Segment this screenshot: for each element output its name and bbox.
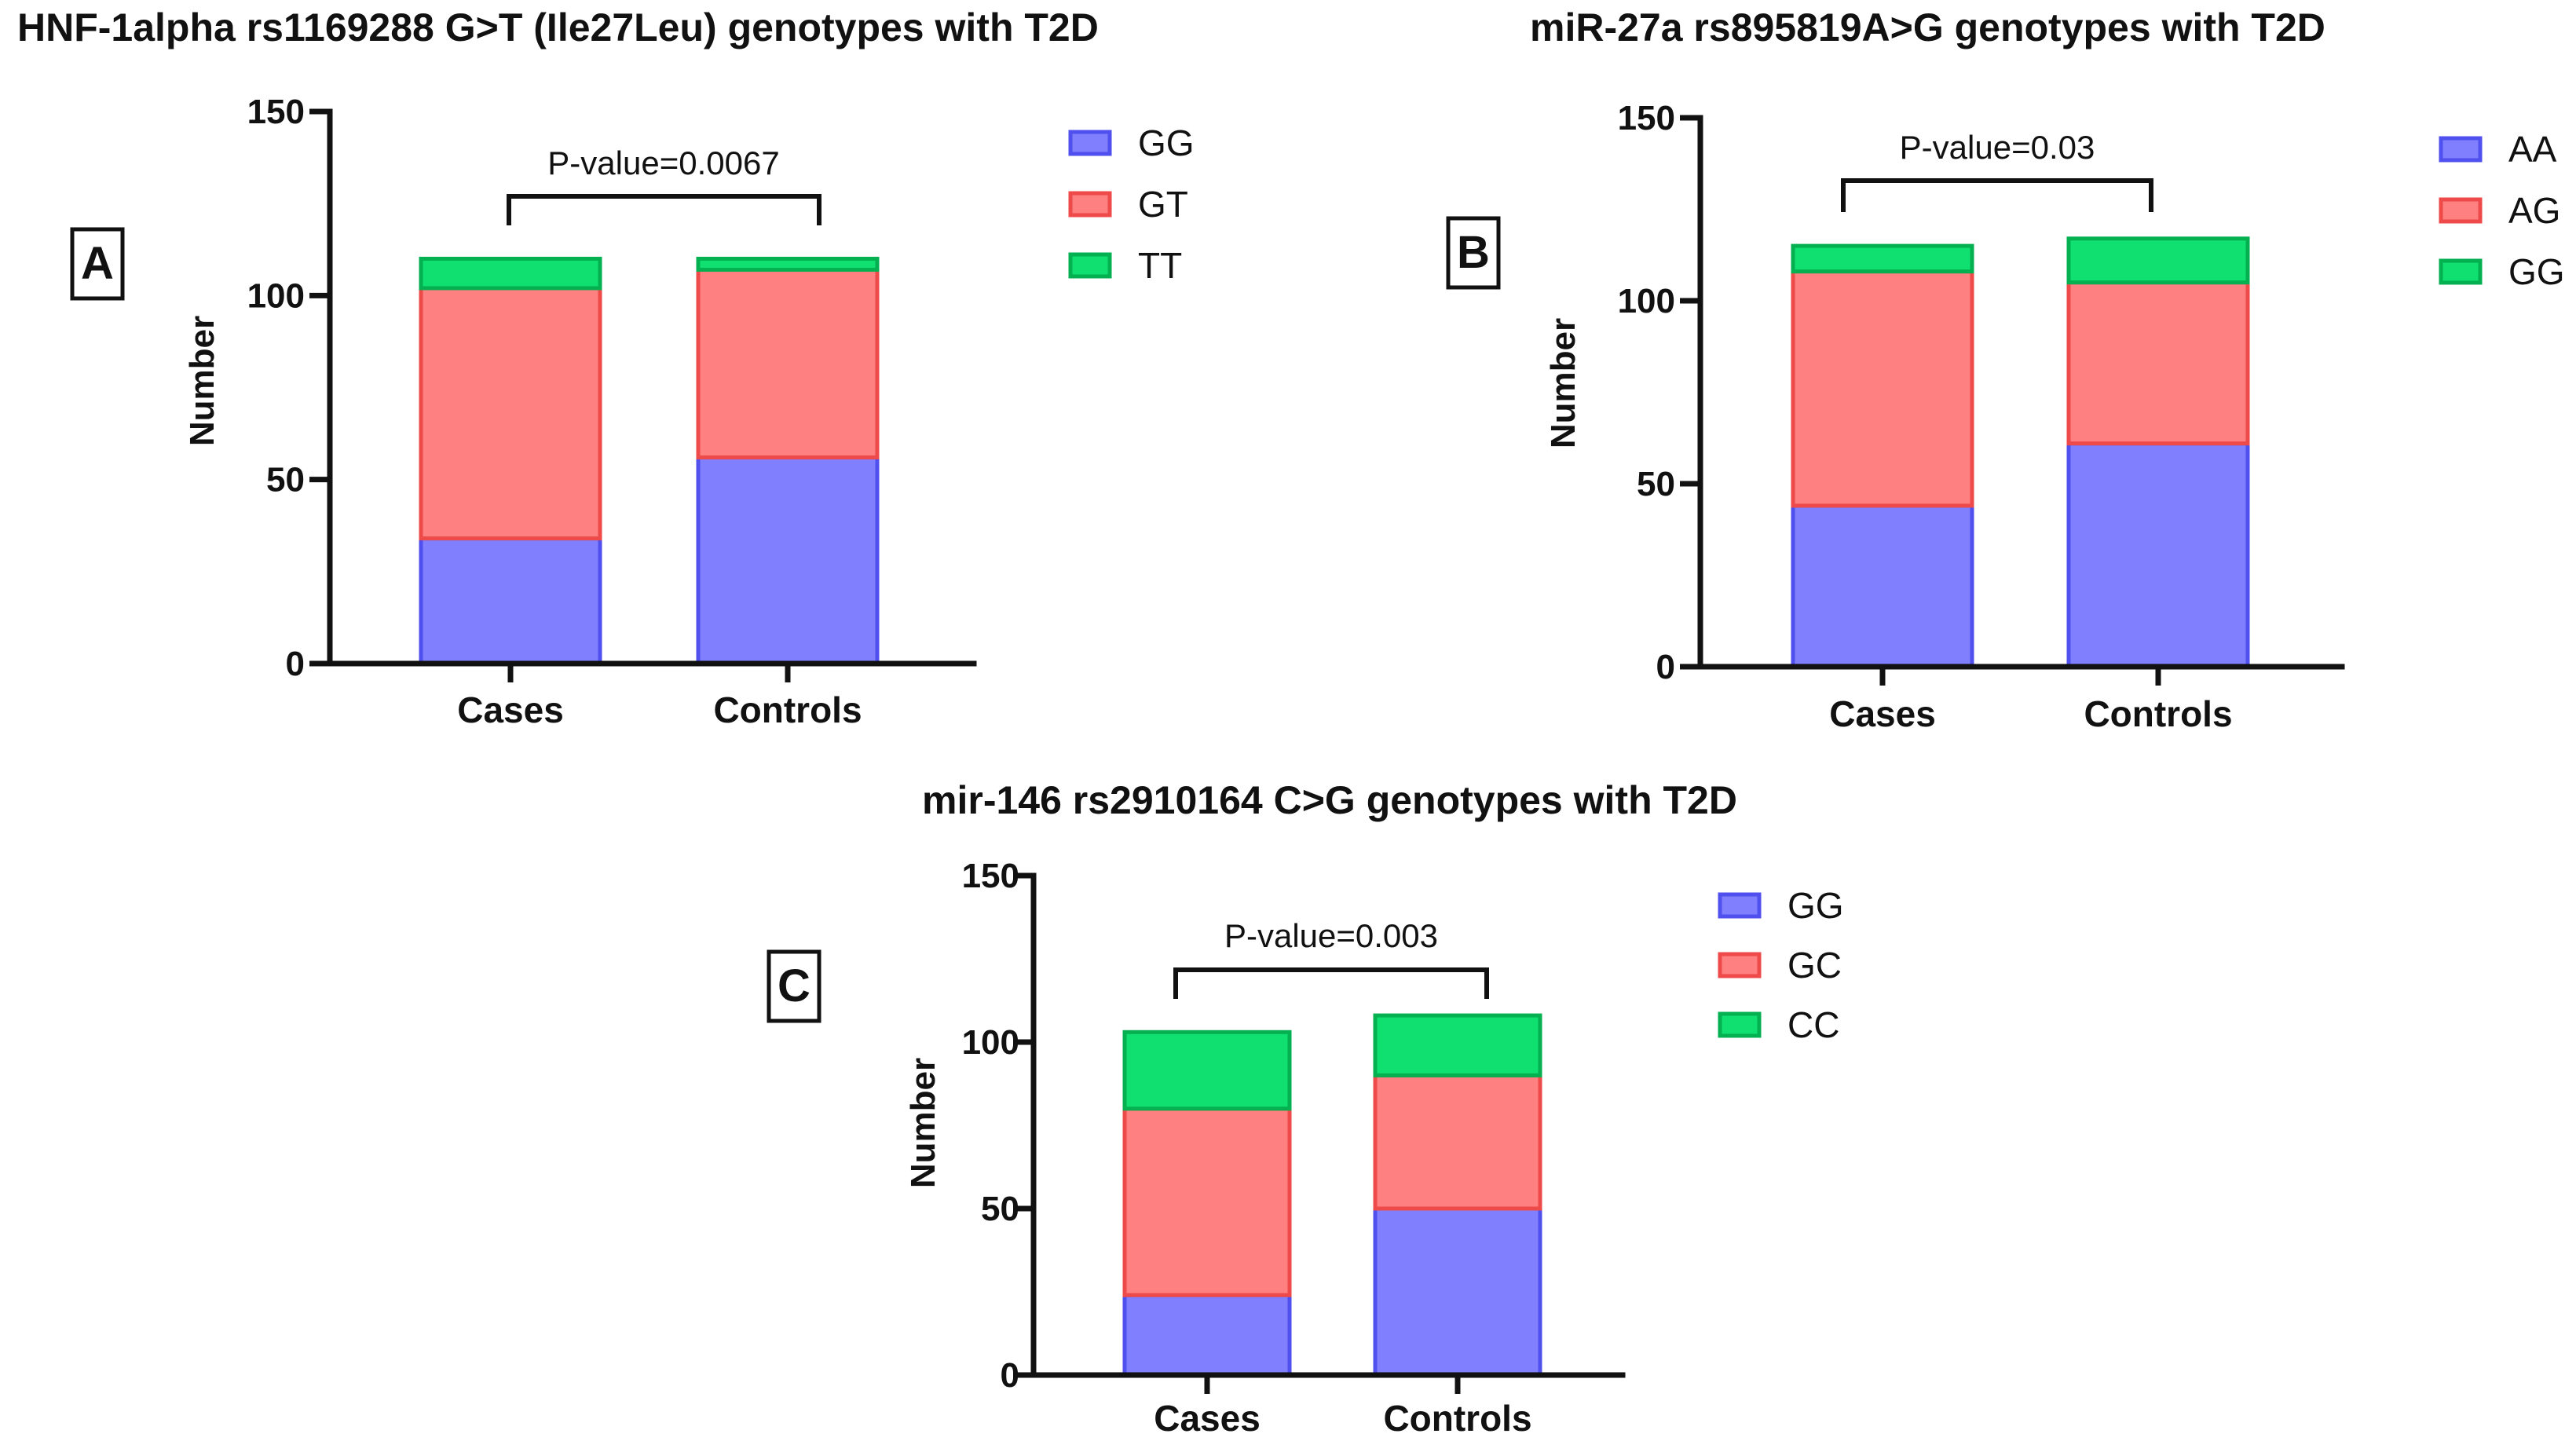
bar-controls-gg <box>1373 1206 1542 1377</box>
y-tick-label: 0 <box>286 645 305 683</box>
bar-controls-gg <box>696 455 880 666</box>
chart-title: HNF-1alpha rs1169288 G>T (Ile27Leu) geno… <box>17 5 1099 49</box>
x-tick-label: Cases <box>457 689 564 730</box>
bar-cases-gg <box>1791 243 1974 274</box>
bar-cases-tt <box>419 256 602 291</box>
y-tick-label: 100 <box>1618 282 1675 320</box>
chart-panel-b: miR-27a rs895819A>G genotypes with T2D B… <box>1446 5 2565 734</box>
panel-letter: C <box>778 960 810 1011</box>
panel-letter-box <box>1446 216 1501 290</box>
y-axis-label: Number <box>183 316 221 446</box>
bar-cases-gt <box>419 286 602 541</box>
legend-swatch-gg <box>1068 130 1112 156</box>
p-value-annotation: P-value=0.0067 <box>547 144 779 181</box>
legend-label: AG <box>2508 190 2560 231</box>
bar-cases-gg <box>419 536 602 666</box>
chart-panel-c: mir-146 rs2910164 C>G genotypes with T2D… <box>767 778 1844 1439</box>
x-tick-label: Controls <box>713 689 862 730</box>
legend-swatch-gg <box>2439 258 2483 285</box>
x-tick-label: Controls <box>1383 1398 1531 1439</box>
p-value-annotation: P-value=0.03 <box>1900 129 2095 166</box>
panel-letter: B <box>1457 227 1490 278</box>
legend-label: GG <box>2508 251 2565 292</box>
legend-label: CC <box>1787 1004 1839 1045</box>
bar-controls-gg <box>2066 236 2250 285</box>
legend-label: GC <box>1787 945 1842 986</box>
chart-panel-a: HNF-1alpha rs1169288 G>T (Ile27Leu) geno… <box>17 5 1195 730</box>
y-tick-label: 0 <box>1656 648 1675 686</box>
panel-letter-box <box>70 227 125 301</box>
bar-cases-ag <box>1791 269 1974 508</box>
legend-swatch-tt <box>1068 252 1112 279</box>
significance-bracket <box>1173 967 1489 999</box>
significance-bracket <box>1841 178 2153 212</box>
bar-controls-tt <box>696 256 880 272</box>
bar-cases-cc <box>1122 1030 1292 1111</box>
bar-controls-gc <box>1373 1073 1542 1211</box>
bar-controls-ag <box>2066 280 2250 446</box>
x-tick-label: Cases <box>1829 693 1936 734</box>
legend-swatch-gc <box>1718 952 1762 978</box>
legend-label: AA <box>2508 129 2557 170</box>
y-tick-label: 150 <box>1618 99 1675 137</box>
y-tick-label: 100 <box>962 1023 1019 1062</box>
bar-controls-aa <box>2066 441 2250 669</box>
x-tick-label: Cases <box>1154 1398 1261 1439</box>
bar-controls-cc <box>1373 1013 1542 1077</box>
legend-swatch-ag <box>2439 197 2483 224</box>
y-axis-label: Number <box>1544 318 1583 448</box>
bar-cases-gc <box>1122 1106 1292 1297</box>
y-tick-label: 150 <box>962 857 1019 895</box>
y-axis-label: Number <box>904 1058 942 1188</box>
chart-title: mir-146 rs2910164 C>G genotypes with T2D <box>922 778 1737 822</box>
bar-cases-aa <box>1791 503 1974 669</box>
y-tick-label: 100 <box>247 276 305 315</box>
chart-title: miR-27a rs895819A>G genotypes with T2D <box>1530 5 2325 49</box>
y-tick-label: 50 <box>266 461 305 499</box>
x-tick-label: Controls <box>2084 693 2232 734</box>
legend-swatch-gg <box>1718 892 1762 919</box>
panel-letter: A <box>81 238 114 289</box>
legend-swatch-aa <box>2439 136 2483 163</box>
p-value-annotation: P-value=0.003 <box>1224 917 1438 954</box>
legend-label: GG <box>1787 885 1844 926</box>
legend-label: GT <box>1138 184 1188 225</box>
legend-swatch-gt <box>1068 191 1112 218</box>
y-tick-label: 50 <box>981 1190 1019 1228</box>
panel-letter-box <box>767 949 821 1023</box>
bar-controls-gt <box>696 268 880 460</box>
y-tick-label: 0 <box>1001 1356 1019 1395</box>
legend-label: GG <box>1138 123 1195 163</box>
y-tick-label: 50 <box>1637 465 1675 503</box>
legend-swatch-cc <box>1718 1011 1762 1038</box>
legend-label: TT <box>1138 245 1182 286</box>
bar-cases-gg <box>1122 1293 1292 1377</box>
y-tick-label: 150 <box>247 93 305 131</box>
significance-bracket <box>507 194 821 225</box>
